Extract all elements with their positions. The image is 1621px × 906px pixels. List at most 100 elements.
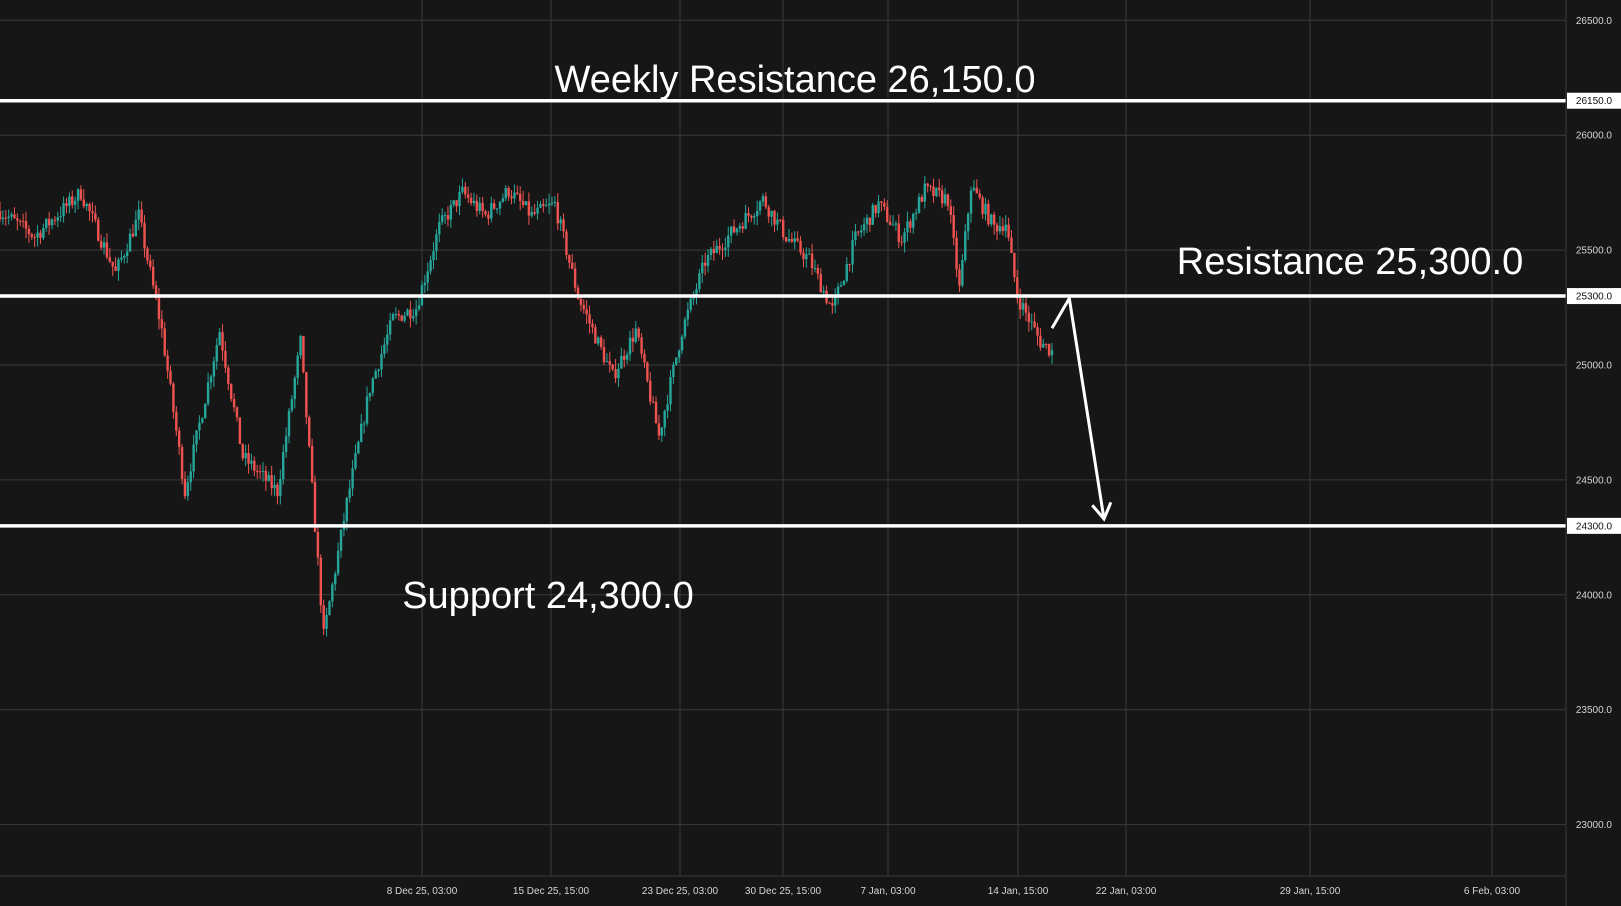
candle-body: [71, 196, 74, 205]
candle-body: [663, 410, 666, 428]
candle-body: [501, 198, 505, 202]
candle-body: [631, 337, 635, 342]
candle-body: [435, 234, 438, 252]
candle-body: [1036, 327, 1039, 336]
candle-body: [998, 226, 1002, 232]
candle-body: [464, 186, 467, 195]
candle-body: [296, 355, 299, 378]
candle-body: [261, 470, 265, 472]
candle-body: [553, 202, 557, 204]
candle-body: [975, 187, 979, 194]
price-axis[interactable]: 26500.0 26000.0 25500.0 25000.0 24500.0 24000…: [1567, 16, 1621, 831]
candle-body: [452, 200, 455, 205]
candle-body: [53, 219, 57, 221]
candle-body: [377, 369, 380, 372]
candle-body: [701, 262, 704, 274]
candle-body: [556, 202, 559, 224]
candle-body: [643, 353, 646, 363]
candle-body: [183, 478, 187, 497]
candle-body: [348, 488, 351, 498]
candle-body: [1, 217, 5, 220]
candle-body: [802, 252, 805, 260]
candle-body: [634, 328, 637, 342]
candle-body: [808, 253, 811, 255]
candle-body: [24, 221, 28, 229]
candle-body: [365, 396, 369, 424]
candle-body: [82, 199, 86, 207]
candle-body: [909, 221, 912, 228]
level-price-tag-label: 26150.0: [1576, 96, 1613, 107]
candle-body: [703, 262, 707, 266]
y-tick-label: 26000.0: [1576, 131, 1613, 142]
candle-body: [102, 242, 106, 248]
candle-body: [920, 196, 924, 202]
level-lines: [0, 98, 1566, 528]
candle-body: [571, 262, 574, 269]
candle-body: [677, 350, 681, 358]
candle-body: [686, 309, 690, 320]
projection-arrow: [1050, 293, 1113, 522]
candle-body: [672, 364, 675, 378]
candle-body: [423, 282, 427, 286]
candle-body: [966, 213, 970, 232]
candle-body: [1004, 224, 1007, 232]
level-price-tag: 24300.0: [1567, 517, 1621, 534]
candle-body: [279, 479, 282, 497]
candle-body: [157, 298, 161, 320]
candle-body: [108, 257, 112, 262]
candle-body: [310, 445, 314, 482]
y-tick-label: 25500.0: [1576, 246, 1613, 257]
candle-body: [99, 240, 103, 248]
candle-body: [212, 361, 216, 377]
candle-body: [779, 219, 782, 221]
candle-body: [446, 215, 450, 220]
candle-body: [328, 601, 331, 616]
candle-body: [316, 532, 320, 558]
candle-body: [912, 213, 915, 228]
candle-body: [799, 240, 802, 253]
candle-body: [729, 226, 733, 236]
candle-body: [955, 237, 958, 270]
candle-body: [282, 451, 285, 480]
candle-body: [42, 227, 45, 238]
candle-body: [620, 355, 623, 369]
candle-body: [550, 202, 554, 204]
candle-body: [516, 192, 519, 194]
candle-body: [536, 207, 539, 214]
candle-body: [374, 371, 377, 379]
candle-body: [990, 214, 993, 225]
candle-body: [308, 417, 311, 446]
candle-body: [689, 298, 692, 310]
candle-body: [946, 194, 950, 207]
candle-body: [94, 213, 97, 220]
candle-body: [542, 204, 545, 207]
candle-body: [646, 362, 649, 381]
level-price-tag-background: [1567, 517, 1621, 534]
candle-body: [386, 334, 389, 345]
candle-body: [507, 188, 510, 197]
candle-body: [602, 347, 606, 363]
candle-body: [848, 264, 851, 266]
candle-body: [790, 239, 794, 242]
candle-body: [1044, 343, 1048, 345]
candle-body: [357, 441, 360, 454]
candle-body: [527, 201, 531, 216]
candle-body: [91, 211, 94, 214]
time-axis[interactable]: 8 Dec 25, 03:00 15 Dec 25, 15:00 23 Dec 25…: [387, 886, 1521, 897]
candle-body: [417, 305, 421, 310]
candle-body: [16, 218, 19, 221]
y-tick-label: 23000.0: [1576, 820, 1613, 831]
candle-body: [117, 259, 120, 271]
candle-body: [886, 206, 889, 222]
candle-body: [628, 337, 632, 355]
candle-body: [218, 332, 221, 346]
candle-body: [521, 200, 525, 205]
y-tick-label: 24500.0: [1576, 475, 1613, 486]
candle-body: [160, 319, 164, 329]
candle-body: [935, 187, 938, 197]
level-price-tag: 26150.0: [1567, 92, 1621, 109]
candle-body: [972, 187, 976, 191]
candle-body: [669, 377, 672, 405]
